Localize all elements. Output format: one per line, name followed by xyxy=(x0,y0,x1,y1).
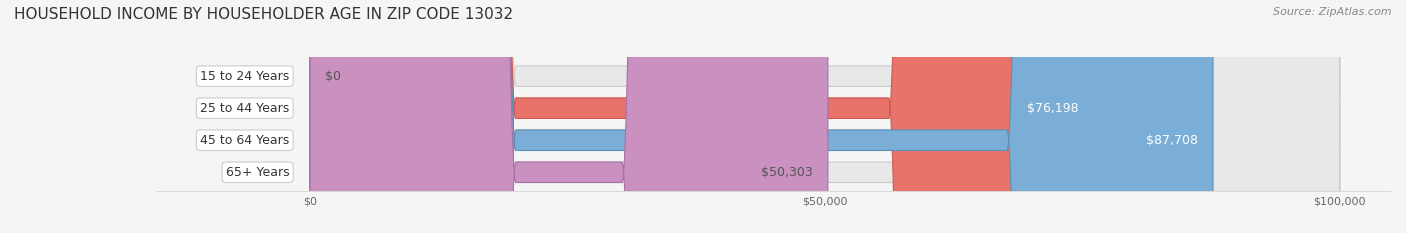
FancyBboxPatch shape xyxy=(311,0,1340,233)
Text: $50,303: $50,303 xyxy=(761,166,813,179)
Text: 25 to 44 Years: 25 to 44 Years xyxy=(200,102,290,115)
Text: $0: $0 xyxy=(325,70,342,83)
Text: 15 to 24 Years: 15 to 24 Years xyxy=(200,70,290,83)
Text: $76,198: $76,198 xyxy=(1028,102,1078,115)
FancyBboxPatch shape xyxy=(311,0,1213,233)
Text: HOUSEHOLD INCOME BY HOUSEHOLDER AGE IN ZIP CODE 13032: HOUSEHOLD INCOME BY HOUSEHOLDER AGE IN Z… xyxy=(14,7,513,22)
FancyBboxPatch shape xyxy=(311,0,1094,233)
FancyBboxPatch shape xyxy=(311,0,1340,233)
Text: 45 to 64 Years: 45 to 64 Years xyxy=(200,134,290,147)
Text: Source: ZipAtlas.com: Source: ZipAtlas.com xyxy=(1274,7,1392,17)
FancyBboxPatch shape xyxy=(311,0,1340,233)
Text: 65+ Years: 65+ Years xyxy=(226,166,290,179)
FancyBboxPatch shape xyxy=(311,0,1340,233)
Text: $87,708: $87,708 xyxy=(1146,134,1198,147)
FancyBboxPatch shape xyxy=(311,0,828,233)
